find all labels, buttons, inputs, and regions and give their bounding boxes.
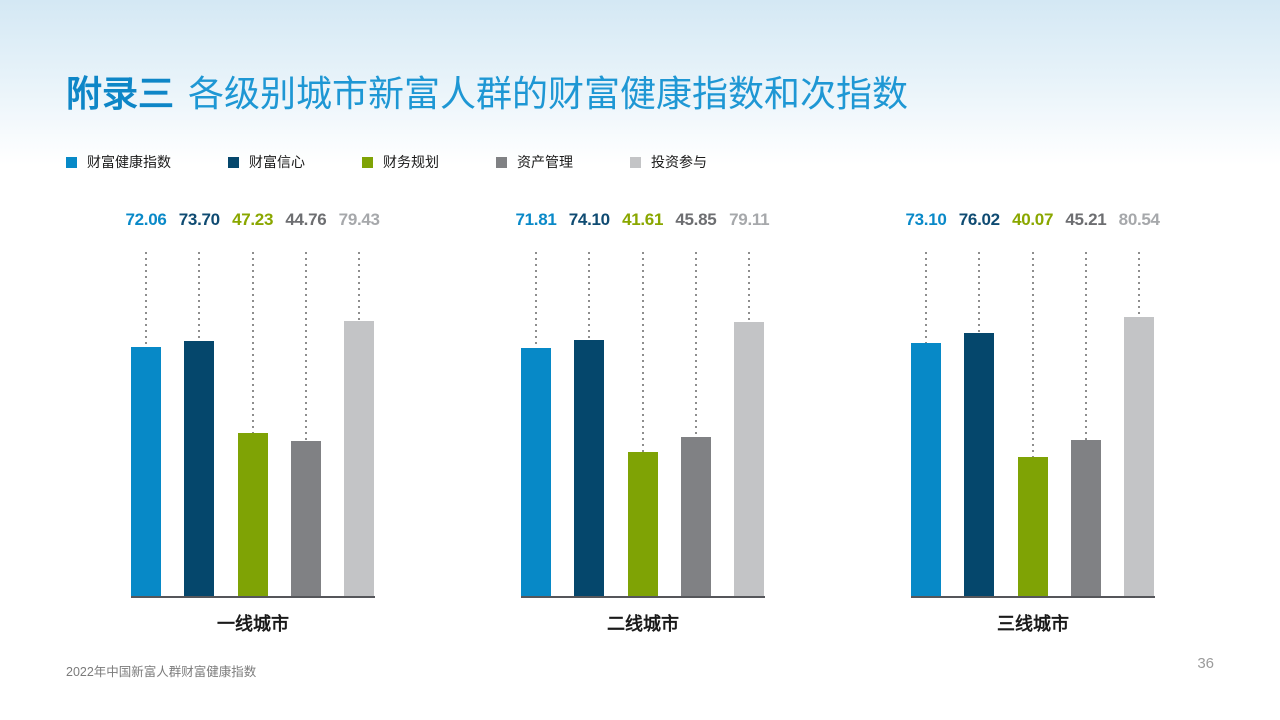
leader-line xyxy=(925,252,927,343)
value-label: 80.54 xyxy=(1118,210,1160,229)
legend-label: 资产管理 xyxy=(517,154,573,170)
category-label: 三线城市 xyxy=(997,614,1069,634)
leader-line xyxy=(535,252,537,348)
legend-item: 资产管理 xyxy=(496,152,573,172)
legend-item: 投资参与 xyxy=(630,152,707,172)
plot-area xyxy=(131,252,375,598)
bar-资产管理 xyxy=(290,441,321,596)
bar-财富健康指数 xyxy=(131,347,161,596)
value-label: 45.85 xyxy=(675,210,717,229)
plot-area xyxy=(911,252,1155,598)
leader-line xyxy=(1138,252,1141,317)
leader-line xyxy=(1031,252,1034,457)
leader-line xyxy=(694,252,697,437)
legend: 财富健康指数 财富信心 财务规划 资产管理 投资参与 xyxy=(66,152,707,172)
title-main: 各级别城市新富人群的财富健康指数和次指数 xyxy=(188,73,909,114)
value-label: 72.06 xyxy=(125,210,167,229)
footer-source: 2022年中国新富人群财富健康指数 xyxy=(66,665,257,679)
bar-投资参与 xyxy=(734,322,765,596)
legend-swatch-icon xyxy=(228,156,239,168)
legend-swatch-icon xyxy=(630,156,641,168)
plot-area xyxy=(521,252,765,598)
values-row: 73.10 76.02 40.07 45.21 80.54 xyxy=(905,208,1160,236)
chart-group-1: 72.06 73.70 47.23 44.76 79.43 一线城市 xyxy=(125,208,380,636)
legend-label: 财务规划 xyxy=(383,154,439,170)
value-label: 73.70 xyxy=(178,210,220,229)
legend-item: 财富健康指数 xyxy=(66,152,171,172)
value-label: 79.43 xyxy=(338,210,380,229)
leader-line xyxy=(748,252,751,322)
leader-line xyxy=(304,252,307,441)
page-number: 36 xyxy=(1197,655,1214,672)
leader-line xyxy=(145,252,147,347)
bar-财富健康指数 xyxy=(911,343,941,596)
leader-line xyxy=(588,252,591,340)
chart-group-2: 71.81 74.10 41.61 45.85 79.11 二线城市 xyxy=(515,208,769,636)
values-row: 72.06 73.70 47.23 44.76 79.43 xyxy=(125,208,380,236)
chart-group-3: 73.10 76.02 40.07 45.21 80.54 三线城市 xyxy=(905,208,1160,636)
value-label: 73.10 xyxy=(905,210,947,229)
page-title: 附录三 各级别城市新富人群的财富健康指数和次指数 xyxy=(66,74,908,114)
legend-label: 财富健康指数 xyxy=(87,154,171,170)
title-prefix: 附录三 xyxy=(66,73,175,114)
leader-line xyxy=(1084,252,1087,440)
bar-财务规划 xyxy=(1017,457,1048,596)
legend-item: 财富信心 xyxy=(228,152,305,172)
header-gradient xyxy=(0,0,1280,165)
value-label: 41.61 xyxy=(622,210,664,229)
bar-资产管理 xyxy=(1070,440,1101,596)
bar-财富信心 xyxy=(574,340,605,596)
value-label: 44.76 xyxy=(285,210,327,229)
category-label: 一线城市 xyxy=(217,614,289,634)
legend-label: 投资参与 xyxy=(651,154,707,170)
category-label: 二线城市 xyxy=(607,614,679,634)
value-label: 71.81 xyxy=(515,210,557,229)
bar-财务规划 xyxy=(237,433,268,596)
value-label: 79.11 xyxy=(729,210,770,229)
bar-财富信心 xyxy=(184,341,215,596)
charts: 72.06 73.70 47.23 44.76 79.43 一线城市 71.81 74.10 4… xyxy=(0,208,1280,638)
leader-line xyxy=(978,252,981,333)
bar-财务规划 xyxy=(627,452,658,596)
legend-item: 财务规划 xyxy=(362,152,439,172)
bar-财富健康指数 xyxy=(521,348,551,596)
bar-投资参与 xyxy=(1124,317,1155,596)
legend-swatch-icon xyxy=(66,156,77,168)
leader-line xyxy=(251,252,254,433)
legend-swatch-icon xyxy=(362,156,373,168)
legend-swatch-icon xyxy=(496,156,507,168)
bar-财富信心 xyxy=(964,333,995,596)
value-label: 45.21 xyxy=(1065,210,1107,229)
values-row: 71.81 74.10 41.61 45.85 79.11 xyxy=(515,208,769,236)
bar-资产管理 xyxy=(680,437,711,596)
leader-line xyxy=(358,252,361,321)
value-label: 40.07 xyxy=(1012,210,1054,229)
value-label: 74.10 xyxy=(568,210,610,229)
legend-label: 财富信心 xyxy=(249,154,305,170)
value-label: 47.23 xyxy=(232,210,274,229)
leader-line xyxy=(198,252,201,341)
leader-line xyxy=(641,252,644,452)
value-label: 76.02 xyxy=(958,210,1000,229)
bar-投资参与 xyxy=(344,321,375,596)
